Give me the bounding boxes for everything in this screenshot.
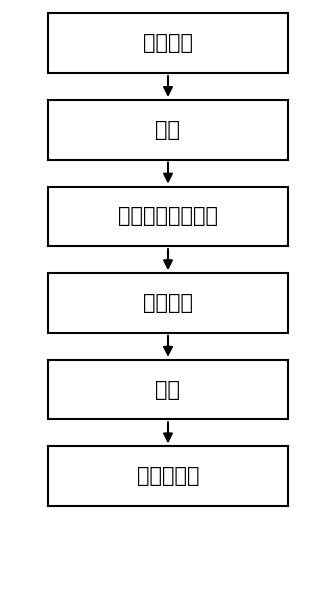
Text: 烧结: 烧结 xyxy=(156,380,180,400)
Text: 扩散: 扩散 xyxy=(156,120,180,140)
Text: 清洗制绒: 清洗制绒 xyxy=(143,33,193,53)
FancyBboxPatch shape xyxy=(48,100,288,160)
FancyBboxPatch shape xyxy=(48,360,288,419)
FancyBboxPatch shape xyxy=(48,446,288,506)
Text: 去磷硅玻璃及刻边: 去磷硅玻璃及刻边 xyxy=(118,206,218,226)
FancyBboxPatch shape xyxy=(48,187,288,246)
Text: 印刷电极: 印刷电极 xyxy=(143,293,193,313)
FancyBboxPatch shape xyxy=(48,273,288,333)
FancyBboxPatch shape xyxy=(48,13,288,73)
Text: 电性能测试: 电性能测试 xyxy=(137,466,199,486)
